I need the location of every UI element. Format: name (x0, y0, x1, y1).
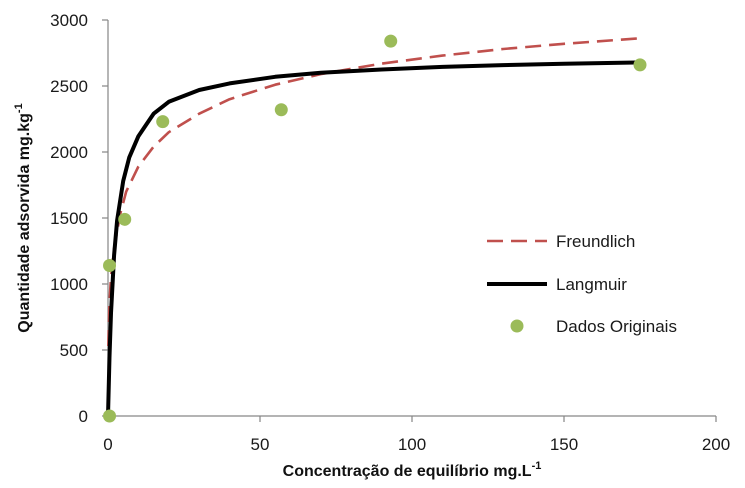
data-point (156, 115, 170, 129)
y-tick-label: 3000 (50, 11, 88, 30)
x-axis-label-superscript: -1 (532, 460, 542, 472)
legend: Freundlich Langmuir Dados Originais (487, 232, 677, 336)
legend-label-langmuir: Langmuir (556, 275, 627, 294)
data-point (103, 259, 117, 273)
x-axis-label: Concentração de equilíbrio mg.L-1 (283, 460, 542, 480)
legend-label-dados-originais: Dados Originais (556, 317, 677, 336)
plot-area: 0 500 1000 1500 2000 2500 3000 0 50 100 150 200 (50, 11, 730, 454)
data-point (118, 212, 132, 226)
series-layer (103, 34, 647, 423)
y-tick-label: 1500 (50, 209, 88, 228)
data-point (103, 409, 117, 423)
y-axis-label: Quantidade adsorvida mg.kg-1 (13, 103, 33, 332)
y-axis-label-text: Quantidade adsorvida mg.kg (16, 113, 33, 333)
y-tick-label: 2000 (50, 143, 88, 162)
series-line-freundlich (107, 37, 638, 347)
x-tick-label: 50 (251, 435, 270, 454)
x-ticks: 0 50 100 150 200 (103, 416, 730, 454)
y-tick-label: 2500 (50, 77, 88, 96)
legend-label-freundlich: Freundlich (556, 232, 635, 251)
y-tick-label: 500 (60, 341, 88, 360)
x-axis-label-text: Concentração de equilíbrio mg.L (283, 463, 532, 480)
y-tick-label: 1000 (50, 275, 88, 294)
data-point (274, 103, 288, 117)
x-tick-label: 0 (103, 435, 112, 454)
data-point (633, 58, 647, 72)
series-line-langmuir (106, 60, 639, 418)
x-tick-label: 100 (398, 435, 426, 454)
y-tick-label: 0 (79, 407, 88, 426)
x-tick-label: 200 (702, 435, 730, 454)
data-point (384, 34, 398, 48)
y-axis-label-superscript: -1 (13, 103, 25, 113)
legend-swatch-dados-originais (510, 319, 524, 333)
x-tick-label: 150 (550, 435, 578, 454)
y-ticks: 0 500 1000 1500 2000 2500 3000 (50, 11, 108, 426)
